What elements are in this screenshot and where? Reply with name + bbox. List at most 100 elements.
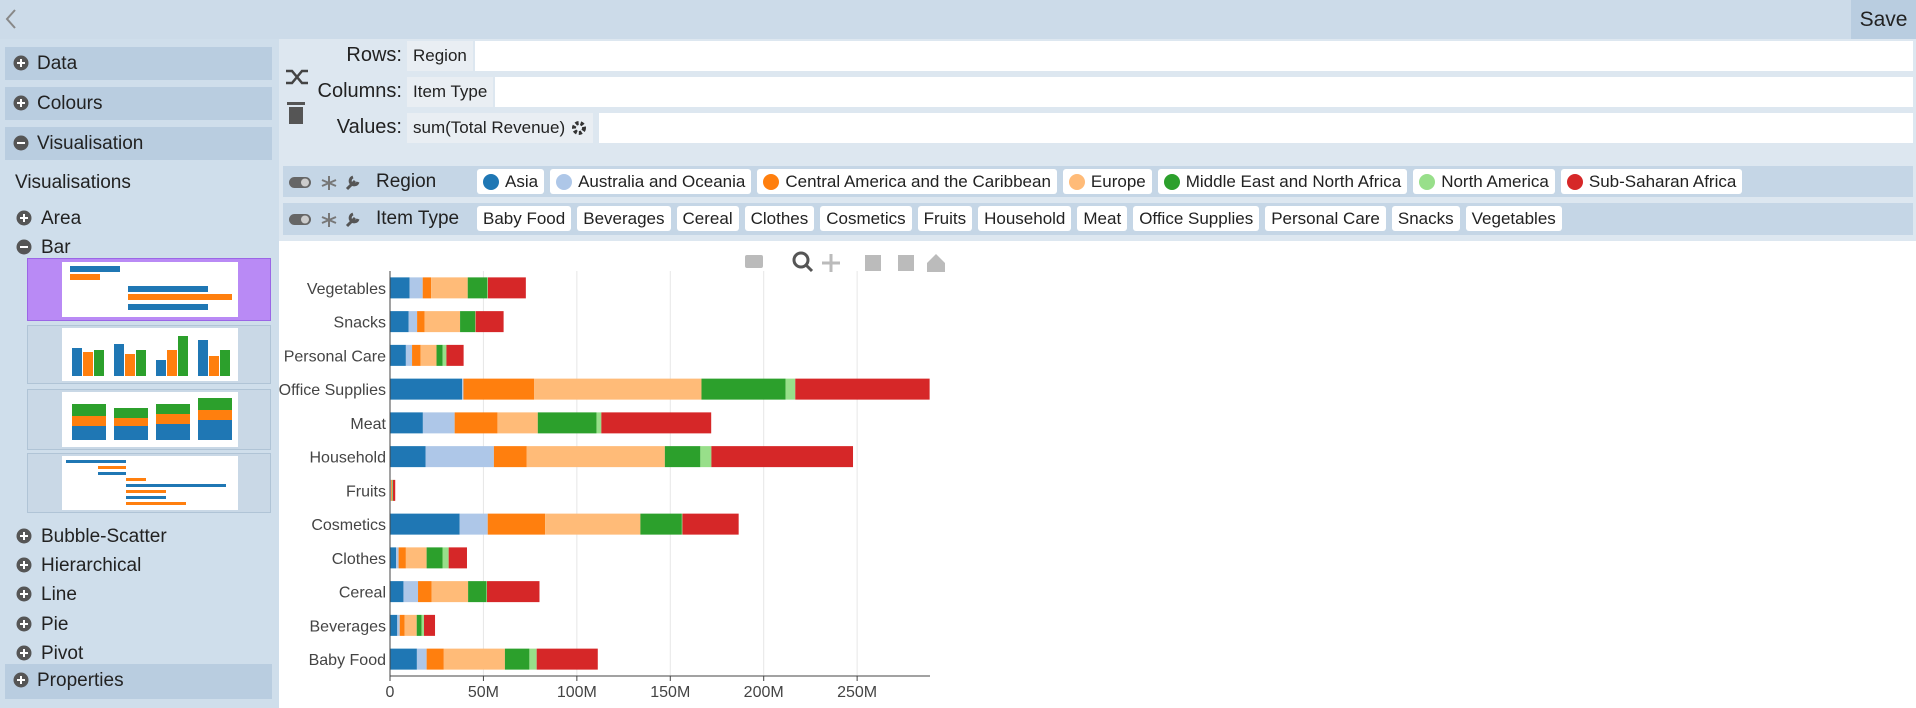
- bar-segment: [425, 446, 494, 468]
- filter-chip[interactable]: Cereal: [676, 206, 739, 231]
- expand-icon[interactable]: [16, 586, 32, 602]
- bar-segment: [390, 412, 423, 434]
- filter-chip[interactable]: Europe: [1062, 169, 1152, 194]
- config-icons[interactable]: [284, 67, 310, 127]
- chip-label: Household: [984, 209, 1066, 228]
- chip-label: Personal Care: [1271, 209, 1380, 228]
- chip-label: North America: [1441, 172, 1549, 191]
- sidebar: Data Colours Visualisation Visualisation…: [0, 39, 279, 708]
- bar-segment: [596, 412, 602, 434]
- filter-chip[interactable]: Meat: [1077, 206, 1128, 231]
- bar-segment: [454, 412, 498, 434]
- bar-segment: [396, 547, 399, 569]
- bar-segment: [390, 446, 426, 468]
- filter-chip[interactable]: Baby Food: [477, 206, 572, 231]
- bar-segment: [422, 412, 455, 434]
- bar-segment: [601, 412, 712, 434]
- filter-chip[interactable]: Central America and the Caribbean: [757, 169, 1057, 194]
- vis-type-label: Hierarchical: [41, 555, 142, 576]
- bar-segment: [682, 513, 739, 535]
- filter-chips: Asia Australia and Oceania Central America…: [477, 169, 1743, 194]
- rows-field[interactable]: Region: [407, 41, 473, 71]
- y-tick-label: Clothes: [332, 551, 386, 568]
- chip-label: Meat: [1083, 209, 1122, 228]
- chip-label: Beverages: [583, 209, 665, 228]
- filter-chips: Baby Food Beverages Cereal Clothes Cosmetics…: [477, 206, 1562, 231]
- y-tick-label: Office Supplies: [279, 382, 386, 399]
- bar-segment: [468, 581, 487, 603]
- thumbnail[interactable]: [27, 325, 271, 384]
- filter-chip[interactable]: Clothes: [744, 206, 815, 231]
- bar-segment: [390, 614, 398, 636]
- columns-dropzone[interactable]: [495, 77, 1913, 107]
- filter-chip[interactable]: Fruits: [917, 206, 973, 231]
- bar-segment: [392, 479, 393, 501]
- filter-chip[interactable]: Vegetables: [1465, 206, 1562, 231]
- filter-chip[interactable]: Snacks: [1391, 206, 1460, 231]
- filter-chip[interactable]: Personal Care: [1265, 206, 1386, 231]
- thumbnail[interactable]: [27, 389, 271, 450]
- save-button[interactable]: Save: [1851, 0, 1916, 39]
- chip-label: Office Supplies: [1139, 209, 1254, 228]
- bar-segment: [405, 547, 427, 569]
- filter-chip[interactable]: North America: [1413, 169, 1555, 194]
- y-tick-label: Beverages: [310, 618, 387, 635]
- thumbnail[interactable]: [27, 258, 271, 321]
- chip-label: Snacks: [1397, 209, 1454, 228]
- filter-chip[interactable]: Sub-Saharan Africa: [1560, 169, 1743, 194]
- section-header[interactable]: Colours: [5, 87, 272, 120]
- bar-segment: [442, 344, 447, 366]
- bar-segment: [431, 277, 468, 299]
- bar-segment: [459, 513, 488, 535]
- filter-chip[interactable]: Asia: [477, 169, 545, 194]
- chip-label: Baby Food: [483, 209, 566, 228]
- expand-icon[interactable]: [16, 239, 32, 255]
- bar-segment: [545, 513, 641, 535]
- expand-icon[interactable]: [16, 616, 32, 632]
- values-dropzone[interactable]: [599, 113, 1913, 143]
- filter-chip[interactable]: Household: [978, 206, 1072, 231]
- expand-icon[interactable]: [16, 528, 32, 544]
- chip-label: Vegetables: [1471, 209, 1556, 228]
- bar-segment: [487, 513, 546, 535]
- filter-chip[interactable]: Office Supplies: [1133, 206, 1260, 231]
- visualisations-title: Visualisations: [15, 172, 131, 193]
- chip-label: Australia and Oceania: [578, 172, 746, 191]
- bar-segment: [446, 344, 464, 366]
- bar-segment: [390, 513, 460, 535]
- chip-dot: [763, 173, 780, 190]
- expand-icon[interactable]: [16, 210, 32, 226]
- section-header[interactable]: Visualisation: [5, 127, 272, 160]
- bar-segment: [497, 412, 538, 434]
- modebar[interactable]: [745, 251, 945, 273]
- vis-type-label: Bar: [41, 237, 71, 258]
- filter-chip[interactable]: Cosmetics: [820, 206, 912, 231]
- x-tick-label: 100M: [557, 684, 597, 701]
- y-tick-label: Snacks: [334, 315, 386, 332]
- filter-chip[interactable]: Australia and Oceania: [550, 169, 752, 194]
- section-header[interactable]: Properties: [5, 664, 272, 699]
- chip-dot: [1566, 173, 1583, 190]
- expand-icon[interactable]: [16, 557, 32, 573]
- thumbnail[interactable]: [27, 453, 271, 513]
- vis-type-label: Pie: [41, 614, 69, 635]
- filter-label: Item Type: [376, 208, 460, 229]
- rows-dropzone[interactable]: [475, 41, 1913, 71]
- back-button[interactable]: [4, 8, 18, 30]
- y-tick-label: Personal Care: [284, 348, 386, 365]
- section-header[interactable]: Data: [5, 47, 272, 80]
- bar-segment: [526, 446, 665, 468]
- bar-segment: [390, 648, 417, 670]
- columns-field[interactable]: Item Type: [407, 77, 494, 107]
- bar-segment: [422, 277, 432, 299]
- chip-dot: [1419, 173, 1436, 190]
- y-tick-label: Cereal: [339, 585, 386, 602]
- filter-chip[interactable]: Beverages: [577, 206, 671, 231]
- chip-label: Fruits: [923, 209, 967, 228]
- values-field[interactable]: sum(Total Revenue): [407, 113, 594, 143]
- bar-segment: [416, 648, 427, 670]
- filter-chip[interactable]: Middle East and North Africa: [1157, 169, 1408, 194]
- expand-icon[interactable]: [16, 645, 32, 661]
- bar-segment: [463, 378, 535, 400]
- bar-segment: [390, 311, 409, 333]
